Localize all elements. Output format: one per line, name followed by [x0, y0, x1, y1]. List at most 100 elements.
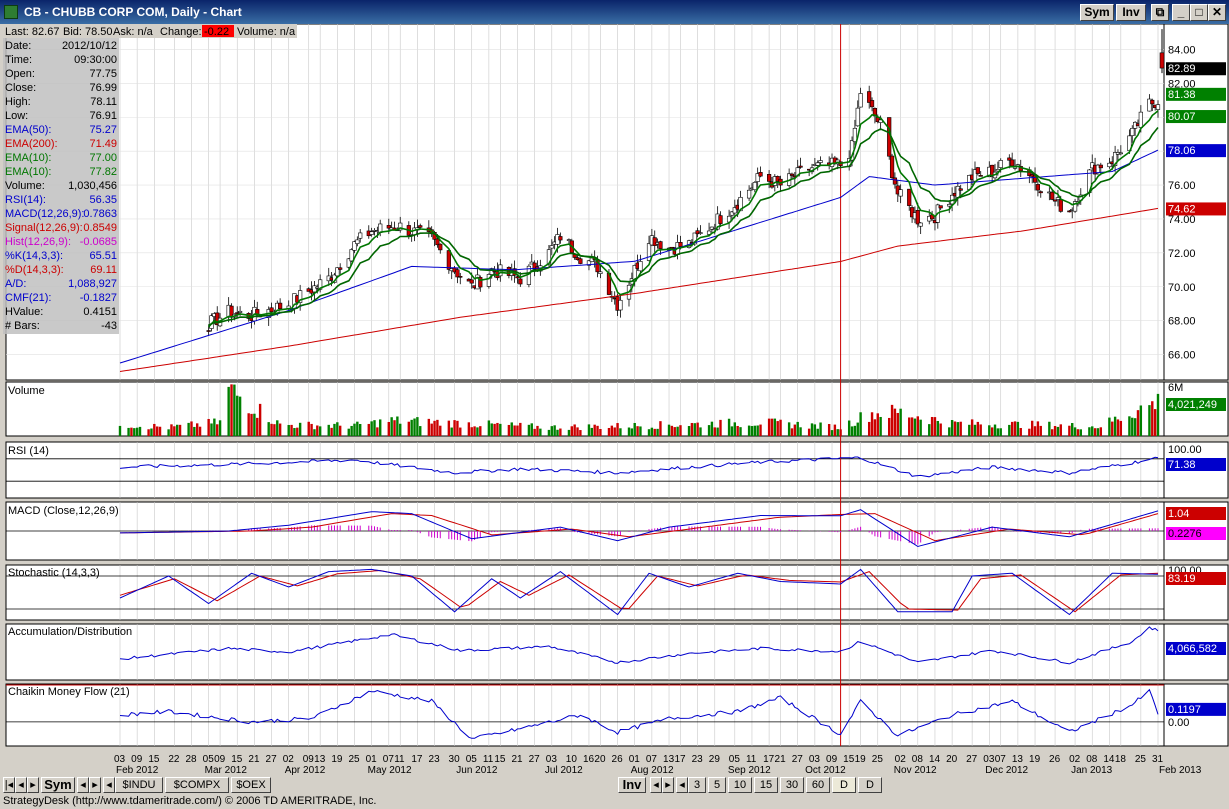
volume-bar — [787, 422, 791, 436]
candle-down — [892, 177, 898, 185]
day-tick-label: 18 — [1115, 754, 1127, 765]
tab-compx[interactable]: $COMPX — [165, 777, 229, 793]
candle-down — [758, 172, 763, 177]
interval-scroll-right-icon[interactable]: ▸ — [662, 777, 674, 793]
volume-bar — [968, 424, 971, 436]
ema50-badge: 78.06 — [1168, 145, 1196, 157]
day-tick-label: 22 — [168, 754, 180, 765]
day-tick-label: 13 — [314, 754, 326, 765]
candle-up — [898, 189, 903, 197]
candle-down — [678, 242, 683, 247]
volume-bar — [610, 425, 614, 436]
interval-15[interactable]: 15 — [754, 777, 778, 793]
candle-up — [346, 258, 351, 268]
nav-sym-button[interactable]: Sym — [41, 777, 75, 793]
restore-window-icon[interactable]: ⧉ — [1151, 4, 1169, 21]
interval-60[interactable]: 60 — [806, 777, 830, 793]
volume-bar — [459, 427, 462, 436]
volume-bar — [753, 425, 757, 436]
volume-bar — [999, 428, 1002, 436]
dw-label: High: — [5, 96, 31, 108]
interval-prev-icon[interactable]: ◂ — [676, 777, 688, 793]
volume-bar — [499, 423, 502, 436]
volume-bar — [1071, 423, 1074, 436]
volume-bar — [373, 420, 376, 436]
volume-bar — [896, 412, 899, 436]
volume-bar — [336, 422, 339, 436]
candle-up — [646, 243, 652, 261]
maximize-icon[interactable]: □ — [1190, 4, 1208, 21]
volume-bar — [733, 422, 736, 436]
candle-down — [767, 174, 772, 182]
day-tick-label: 11 — [746, 754, 757, 765]
change-badge — [202, 25, 234, 37]
sym-button[interactable]: Sym — [1080, 4, 1114, 21]
volume-bar — [527, 424, 531, 436]
interval-d[interactable]: D — [858, 777, 882, 793]
volume-bar — [1030, 420, 1034, 436]
volume-bar — [713, 427, 716, 436]
volume-bar — [439, 425, 442, 436]
volume-bar — [307, 421, 310, 436]
stoch-title: Stochastic (14,3,3) — [8, 567, 100, 579]
interval-3[interactable]: 3 — [688, 777, 706, 793]
rsi-ytick: 100.00 — [1168, 444, 1202, 456]
close-icon[interactable]: ✕ — [1208, 4, 1226, 21]
day-tick-label: 09 — [214, 754, 226, 765]
volume-bar — [859, 412, 862, 436]
tab-oex[interactable]: $OEX — [231, 777, 271, 793]
scroll-start-icon[interactable]: |◂ — [3, 777, 15, 793]
candle-down — [869, 100, 875, 108]
volume-bar — [396, 416, 399, 436]
volume-bar — [453, 420, 456, 436]
minimize-icon[interactable]: _ — [1172, 4, 1190, 21]
volume-bar — [376, 427, 379, 436]
volume-bar — [276, 420, 279, 436]
interval-30[interactable]: 30 — [780, 777, 804, 793]
scroll-left-icon[interactable]: ◂ — [15, 777, 27, 793]
volume-bar — [470, 427, 473, 436]
dw-value: -0.1827 — [80, 292, 117, 304]
stock-chart[interactable]: 84.0082.0080.0078.0076.0074.0072.0070.00… — [0, 24, 1229, 794]
day-tick-label: 02 — [1069, 754, 1081, 765]
scroll-right-icon[interactable]: ▸ — [27, 777, 39, 793]
volume-bar — [1016, 421, 1020, 436]
volume-bar — [490, 423, 493, 436]
interval-scroll-left-icon[interactable]: ◂ — [650, 777, 662, 793]
volume-bar — [750, 426, 754, 436]
volume-bar — [399, 423, 402, 436]
dw-label: Volume: — [5, 180, 45, 192]
dw-label: Open: — [5, 68, 35, 80]
volume-bar — [1008, 424, 1011, 436]
month-label: May 2012 — [368, 765, 412, 776]
day-tick-label: 25 — [1135, 754, 1147, 765]
volume-bar — [193, 426, 196, 436]
volume-bar — [933, 417, 937, 436]
tab-indu[interactable]: $INDU — [115, 777, 163, 793]
candle-down — [446, 250, 451, 270]
tab-scroll-left-icon[interactable]: ◂ — [77, 777, 89, 793]
interval-d-selected[interactable]: D — [832, 777, 856, 793]
interval-5[interactable]: 5 — [708, 777, 726, 793]
volume-bar — [953, 421, 957, 436]
tab-prev-icon[interactable]: ◂ — [103, 777, 115, 793]
month-label: Dec 2012 — [985, 765, 1028, 776]
volume-bar — [1153, 409, 1157, 436]
nav-inv-button[interactable]: Inv — [618, 777, 646, 793]
volume-bar — [719, 419, 722, 436]
ema200-badge-bg — [1166, 202, 1226, 216]
bid-text: Bid: 78.50 — [63, 26, 113, 38]
candle-down — [1150, 99, 1155, 105]
tab-scroll-right-icon[interactable]: ▸ — [89, 777, 101, 793]
dw-value: 76.99 — [89, 82, 117, 94]
candle-down — [1038, 191, 1043, 194]
volume-bar — [150, 428, 153, 436]
candle-up — [698, 232, 703, 234]
day-tick-label: 27 — [266, 754, 278, 765]
inv-button[interactable]: Inv — [1116, 4, 1146, 21]
volume-bar — [153, 423, 156, 436]
volume-bar — [950, 420, 954, 436]
price-ytick-label: 66.00 — [1168, 350, 1196, 362]
interval-10[interactable]: 10 — [728, 777, 752, 793]
volume-bar — [636, 426, 639, 436]
